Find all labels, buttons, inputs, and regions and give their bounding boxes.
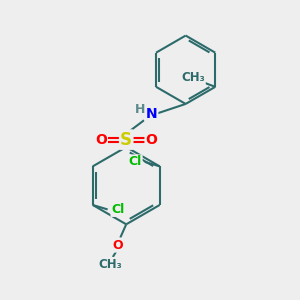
Text: O: O bbox=[112, 238, 123, 252]
Text: H: H bbox=[134, 103, 145, 116]
Text: Cl: Cl bbox=[111, 203, 124, 216]
Text: O: O bbox=[146, 133, 158, 147]
Text: CH₃: CH₃ bbox=[181, 71, 205, 84]
Text: CH₃: CH₃ bbox=[98, 258, 122, 271]
Text: O: O bbox=[95, 133, 107, 147]
Text: N: N bbox=[146, 107, 157, 121]
Text: S: S bbox=[120, 130, 132, 148]
Text: Cl: Cl bbox=[128, 155, 142, 168]
